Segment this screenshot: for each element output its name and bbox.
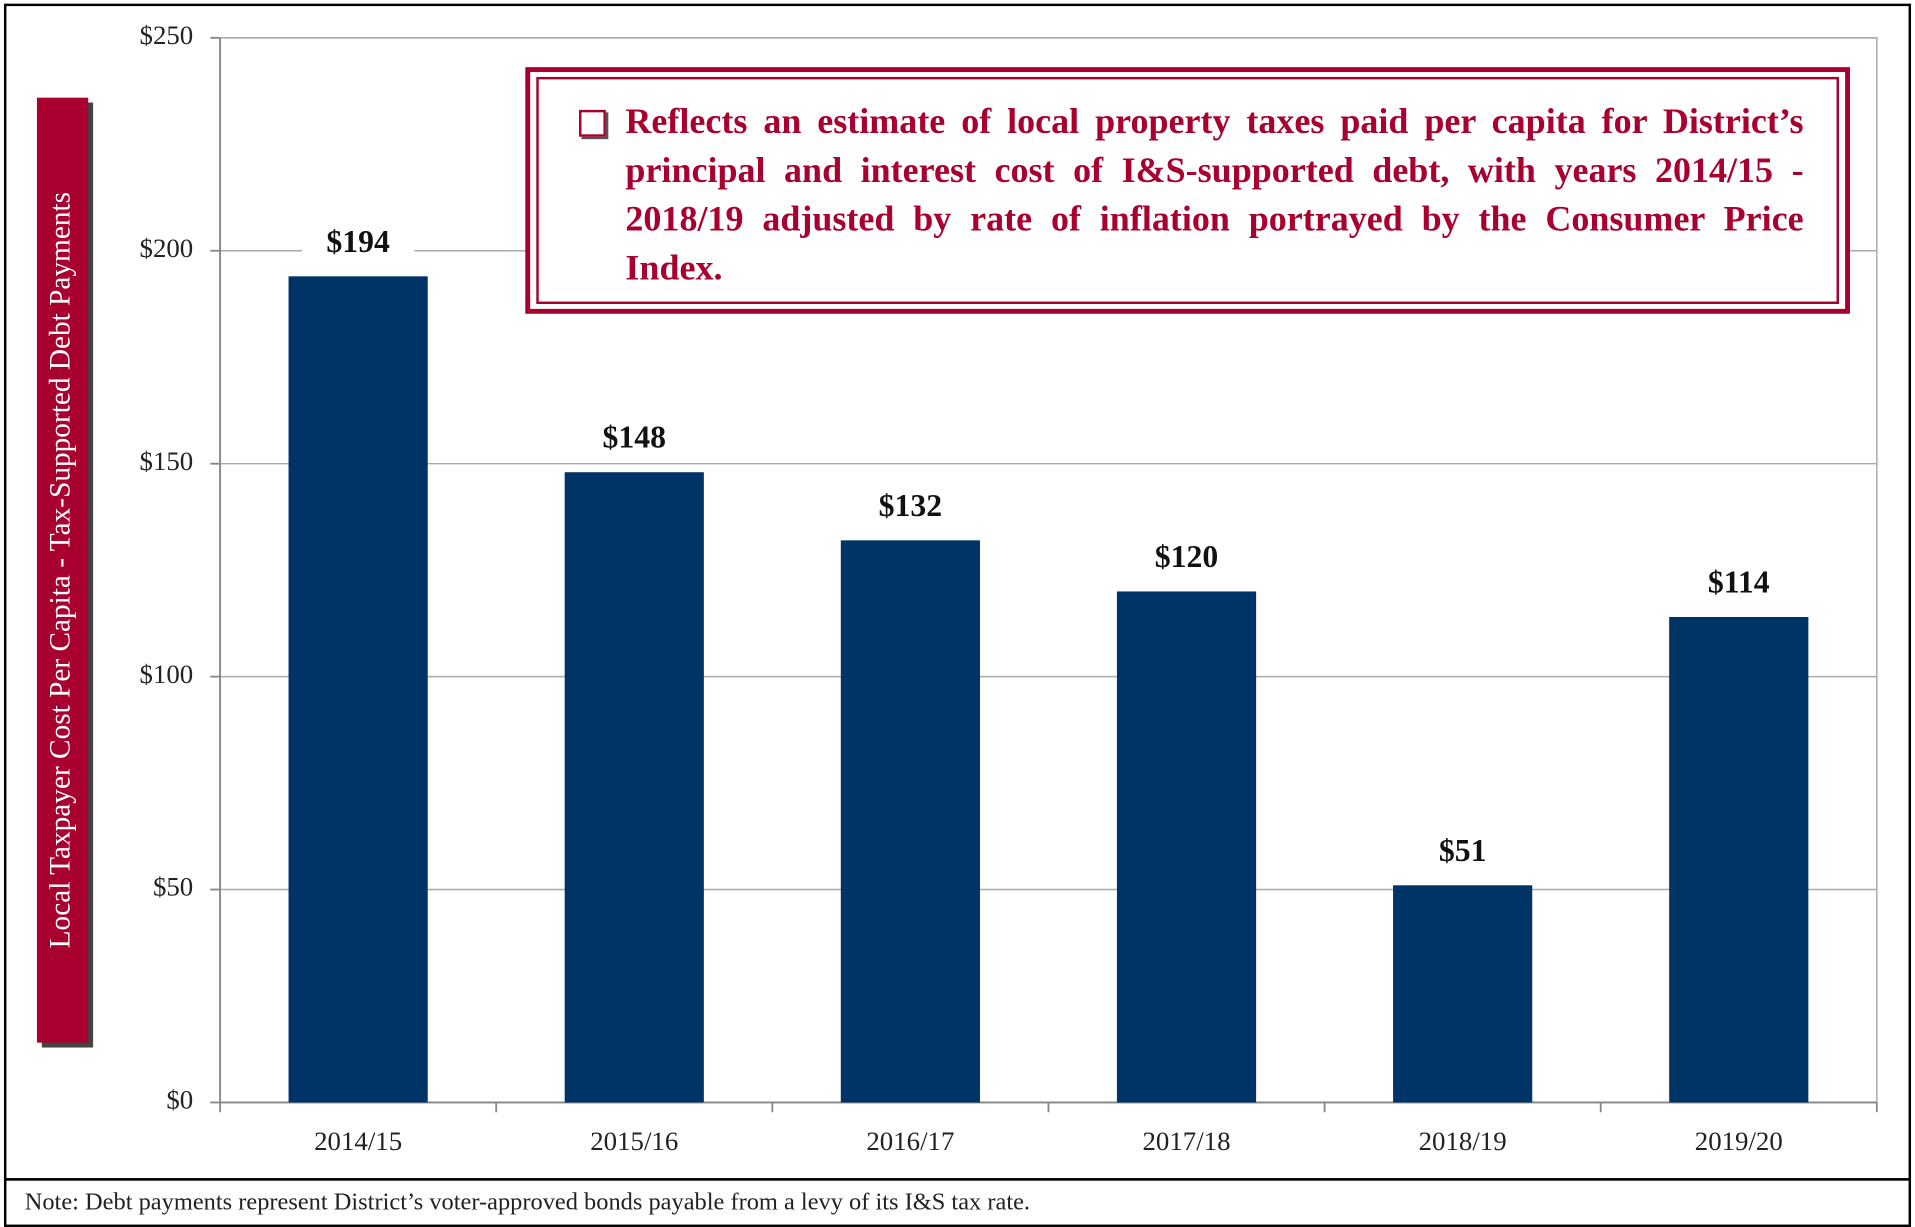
bar: [1669, 617, 1809, 1103]
value-label-bg: [301, 222, 415, 265]
x-tick-label: 2019/20: [1695, 1126, 1783, 1156]
value-label-bg: [1682, 563, 1795, 605]
annotation: Reflects an estimate of local property t…: [538, 78, 1838, 303]
x-tick-label: 2018/19: [1419, 1126, 1507, 1156]
y-axis-label: Local Taxpayer Cost Per Capita - Tax-Sup…: [44, 192, 76, 948]
bar: [288, 276, 428, 1103]
note-frame: [3, 1178, 1912, 1227]
bar: [1116, 591, 1257, 1103]
value-label: $194: [326, 224, 390, 259]
x-tick-label: 2016/17: [866, 1126, 954, 1156]
y-tick-label: $50: [153, 872, 193, 902]
ylabel-box: [36, 97, 89, 1043]
value-label-bg: [1406, 831, 1519, 874]
bar: [1393, 885, 1533, 1103]
value-label: $120: [1155, 539, 1218, 574]
bar: [564, 472, 704, 1103]
footnote: Note: Debt payments represent District’s…: [25, 1188, 1030, 1215]
annotation-frame: [525, 67, 1850, 314]
value-label-bg: [854, 486, 967, 529]
value-label: $114: [1708, 565, 1770, 600]
annotation-text: Reflects an estimate of local property t…: [625, 102, 1804, 289]
y-tick-label: $0: [166, 1085, 193, 1115]
y-tick-label: $100: [140, 659, 194, 689]
x-tick-label: 2014/15: [314, 1126, 402, 1156]
y-tick-label: $150: [140, 446, 194, 476]
value-label: $148: [603, 420, 666, 455]
value-label: $51: [1439, 833, 1487, 868]
x-tick-label: 2015/16: [590, 1126, 678, 1156]
plot: $0 $50 $100 $150 $200 $250 2014/15 $194 2015/16 $…: [140, 20, 1878, 1156]
bar: [840, 540, 980, 1103]
value-label-bg: [1130, 537, 1243, 580]
value-label: $132: [879, 488, 942, 523]
checkbox-icon: [579, 109, 606, 137]
value-label-bg: [578, 418, 691, 461]
y-tick-label: $200: [140, 233, 194, 263]
x-tick-label: 2017/18: [1143, 1126, 1231, 1156]
y-tick-label: $250: [140, 20, 194, 50]
annotation-area: Reflects an estimate of local property t…: [538, 78, 1838, 303]
annotation-inner: [536, 76, 1839, 305]
